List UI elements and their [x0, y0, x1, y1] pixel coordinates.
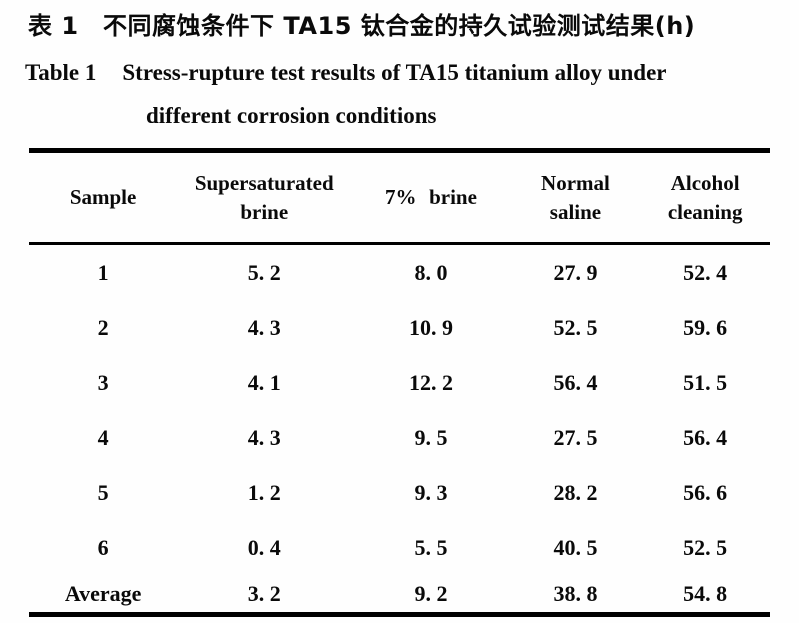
results-table-body: 1 5. 2 8. 0 27. 9 52. 4 2 4. 3 10. 9 52. 5 59. 6 3… — [29, 244, 770, 615]
value-cell: 3. 2 — [247, 580, 281, 606]
value-cell: 56. 6 — [683, 479, 728, 505]
value-cell: 5. 2 — [247, 259, 281, 285]
column-header-3: Normal saline — [511, 151, 641, 244]
column-header-line: cleaning — [667, 199, 743, 224]
average-row: Average 3. 2 9. 2 38. 8 54. 8 — [29, 575, 770, 615]
header-row: Sample Supersaturated brine 7% brine Normal s… — [29, 151, 770, 244]
column-header-0: Sample — [29, 151, 177, 244]
table-row: 2 4. 3 10. 9 52. 5 59. 6 — [29, 300, 770, 355]
table-caption-english-text: Stress-rupture test results of TA15 tita… — [122, 60, 667, 85]
table-caption-english: Table 1 Stress-rupture test results of T… — [25, 60, 785, 86]
sample-cell: 6 — [97, 534, 109, 560]
value-cell: 4. 3 — [247, 314, 281, 340]
value-cell: 28. 2 — [553, 479, 598, 505]
value-cell: 52. 4 — [683, 259, 728, 285]
column-header-line: 7% brine — [385, 185, 477, 210]
column-header-line: brine — [240, 199, 289, 224]
sample-cell: 3 — [97, 369, 109, 395]
value-cell: 27. 9 — [553, 259, 598, 285]
value-cell: 40. 5 — [553, 534, 598, 560]
value-cell: 9. 3 — [414, 479, 448, 505]
sample-cell: 4 — [97, 424, 109, 450]
value-cell: 54. 8 — [683, 580, 728, 606]
column-header-1: Supersaturated brine — [177, 151, 351, 244]
value-cell: 4. 3 — [247, 424, 281, 450]
sample-cell: 1 — [97, 259, 109, 285]
value-cell: 8. 0 — [414, 259, 448, 285]
value-cell: 0. 4 — [247, 534, 281, 560]
column-header-line: Sample — [69, 185, 137, 210]
value-cell: 12. 2 — [408, 369, 453, 395]
column-header-2: 7% brine — [351, 151, 510, 244]
value-cell: 56. 4 — [683, 424, 728, 450]
table-row: 1 5. 2 8. 0 27. 9 52. 4 — [29, 244, 770, 301]
table-caption-english-label: Table 1 — [25, 60, 97, 85]
value-cell: 5. 5 — [414, 534, 448, 560]
value-cell: 4. 1 — [247, 369, 281, 395]
value-cell: 52. 5 — [553, 314, 598, 340]
sample-cell: 2 — [97, 314, 109, 340]
column-header-line: saline — [549, 199, 602, 224]
value-cell: 51. 5 — [683, 369, 728, 395]
table-row: 4 4. 3 9. 5 27. 5 56. 4 — [29, 410, 770, 465]
value-cell: 10. 9 — [408, 314, 453, 340]
results-table-header: Sample Supersaturated brine 7% brine Normal s… — [29, 151, 770, 244]
table-caption-chinese: 表 1 不同腐蚀条件下 TA15 钛合金的持久试验测试结果(h) — [28, 12, 696, 40]
column-header-line: Alcohol — [670, 171, 740, 196]
column-header-line: Supersaturated — [194, 171, 334, 196]
table-row: 3 4. 1 12. 2 56. 4 51. 5 — [29, 355, 770, 410]
value-cell: 56. 4 — [553, 369, 598, 395]
value-cell: 9. 2 — [414, 580, 448, 606]
table-row: 6 0. 4 5. 5 40. 5 52. 5 — [29, 520, 770, 575]
column-header-line: Normal — [541, 171, 610, 196]
value-cell: 9. 5 — [414, 424, 448, 450]
table-row: 5 1. 2 9. 3 28. 2 56. 6 — [29, 465, 770, 520]
sample-cell: Average — [64, 580, 142, 606]
value-cell: 52. 5 — [683, 534, 728, 560]
value-cell: 59. 6 — [683, 314, 728, 340]
column-header-4: Alcohol cleaning — [640, 151, 770, 244]
value-cell: 27. 5 — [553, 424, 598, 450]
value-cell: 38. 8 — [553, 580, 598, 606]
table-caption-english-wrap: different corrosion conditions — [146, 103, 437, 128]
sample-cell: 5 — [97, 479, 109, 505]
results-table: Sample Supersaturated brine 7% brine Normal s… — [29, 148, 770, 617]
value-cell: 1. 2 — [247, 479, 281, 505]
